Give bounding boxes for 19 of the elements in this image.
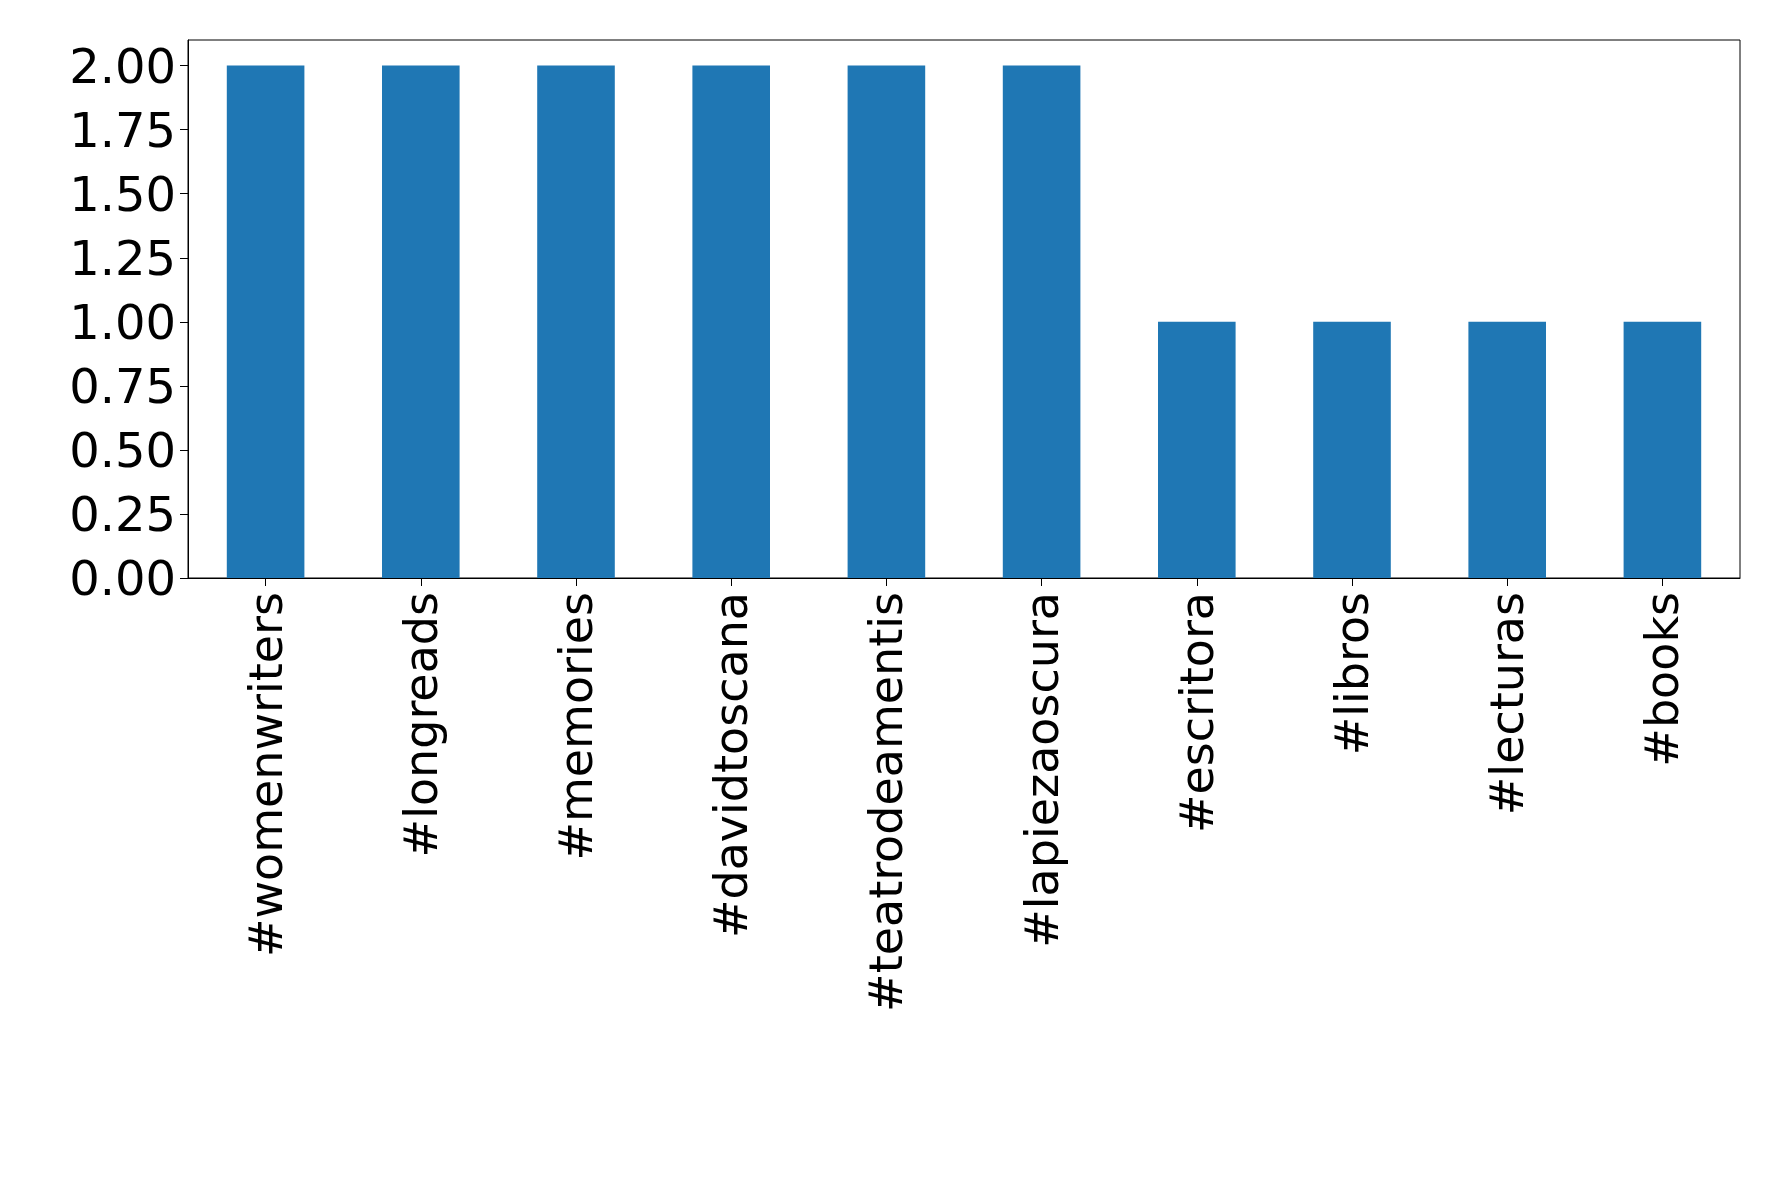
x-tick-label: #teatrodeamentis bbox=[859, 592, 914, 1012]
x-tick-label: #lecturas bbox=[1480, 592, 1535, 816]
y-tick-label: 1.50 bbox=[69, 165, 176, 222]
y-tick-label: 0.25 bbox=[69, 485, 176, 542]
y-tick-label: 0.75 bbox=[69, 357, 176, 414]
x-tick-label: #escritora bbox=[1169, 592, 1224, 834]
x-tick-label: #lapiezaoscura bbox=[1014, 592, 1069, 948]
y-tick-label: 1.25 bbox=[69, 229, 176, 286]
x-tick-label: #davidtoscana bbox=[704, 592, 759, 939]
x-tick-label: #womenwriters bbox=[238, 592, 293, 958]
x-tick-label: #longreads bbox=[393, 592, 448, 858]
x-tick-label: #libros bbox=[1325, 592, 1379, 756]
y-tick-label: 0.00 bbox=[69, 550, 176, 606]
x-tick-label: #books bbox=[1635, 592, 1690, 767]
x-tick-label: #memories bbox=[549, 592, 603, 861]
y-tick-label: 1.75 bbox=[69, 101, 176, 158]
y-tick-label: 2.00 bbox=[69, 37, 176, 94]
y-tick-label: 0.50 bbox=[69, 421, 176, 478]
y-tick-label: 1.00 bbox=[69, 293, 176, 350]
